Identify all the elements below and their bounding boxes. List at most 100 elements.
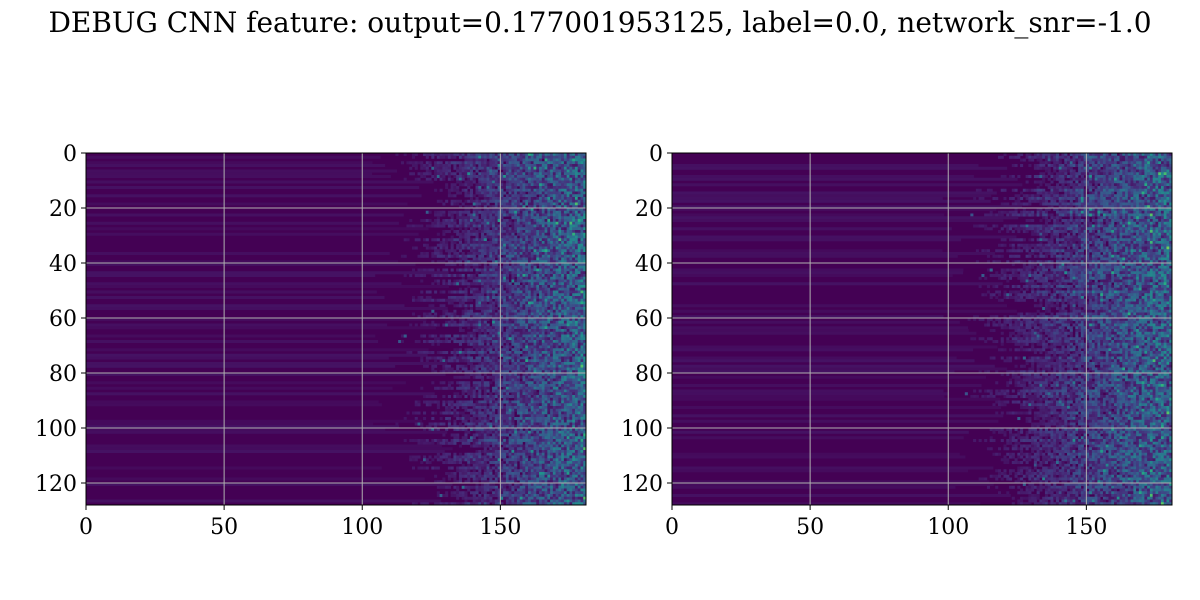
heatmap-cell (497, 271, 501, 275)
heatmap-cell (503, 235, 507, 239)
heatmap-cell (436, 351, 440, 355)
heatmap-cell (533, 183, 537, 187)
heatmap-cell (500, 249, 504, 253)
heatmap-cell (475, 425, 479, 429)
heatmap-cell (519, 397, 523, 401)
heatmap-cell (530, 246, 534, 250)
heatmap-cell (494, 381, 498, 385)
heatmap-cell (530, 408, 534, 412)
heatmap-cell (519, 268, 523, 272)
heatmap-cell (423, 274, 427, 278)
heatmap-cell (583, 230, 586, 234)
heatmap-cell (511, 205, 515, 209)
heatmap-cell (552, 331, 556, 335)
heatmap-cell (527, 397, 532, 401)
heatmap-cell (525, 252, 529, 256)
heatmap-cell (574, 177, 579, 181)
heatmap-cell (475, 279, 479, 283)
heatmap-cell (478, 263, 482, 267)
heatmap-cell (555, 221, 559, 225)
heatmap-cell (533, 216, 537, 220)
heatmap-cell (583, 422, 586, 426)
heatmap-cell (481, 304, 485, 308)
heatmap-cell (544, 406, 548, 410)
heatmap-cell (539, 235, 543, 239)
heatmap-cell (445, 367, 449, 371)
heatmap-cell (530, 378, 534, 382)
heatmap-cell (547, 340, 551, 344)
heatmap-cell (514, 408, 518, 412)
heatmap-cell (472, 252, 476, 256)
heatmap-cell (519, 301, 523, 305)
heatmap-cell (516, 345, 521, 349)
heatmap-cell (481, 298, 485, 302)
heatmap-cell (497, 384, 501, 388)
heatmap-cell (533, 392, 537, 396)
heatmap-cell (497, 238, 501, 242)
heatmap-cell (577, 381, 581, 385)
heatmap-cell (547, 271, 551, 275)
heatmap-cell (533, 378, 537, 382)
heatmap-cell (86, 428, 386, 432)
heatmap-cell (428, 172, 432, 176)
heatmap-cell (489, 406, 493, 410)
heatmap-cell (445, 386, 449, 390)
heatmap-cell (505, 301, 509, 305)
heatmap-cell (574, 164, 579, 168)
heatmap-cell (514, 307, 518, 311)
heatmap-cell (522, 232, 526, 236)
heatmap-cell (511, 296, 515, 300)
heatmap-cell (86, 381, 406, 385)
heatmap-cell (563, 422, 567, 426)
heatmap-cell (566, 249, 570, 253)
heatmap-cell (536, 326, 540, 330)
heatmap-cell (516, 276, 521, 280)
heatmap-cell (525, 381, 529, 385)
heatmap-cell (489, 188, 493, 192)
heatmap-cell (505, 422, 509, 426)
heatmap-cell (431, 175, 435, 179)
heatmap-cell (442, 290, 446, 294)
heatmap-cell (409, 161, 413, 165)
heatmap-cell (503, 309, 507, 313)
heatmap-cell (574, 340, 579, 344)
heatmap-cell (497, 351, 501, 355)
heatmap-cell (475, 263, 479, 267)
heatmap-cell (550, 384, 554, 388)
heatmap-cell (550, 364, 554, 368)
heatmap-cell (525, 414, 529, 418)
heatmap-cell (519, 194, 523, 198)
heatmap-cell (428, 169, 432, 173)
heatmap-cell (475, 161, 479, 165)
heatmap-cell (522, 172, 526, 176)
heatmap-cell (558, 246, 562, 250)
heatmap-cell (563, 304, 567, 308)
heatmap-cell (447, 381, 451, 385)
heatmap-cell (533, 419, 537, 423)
heatmap-cell (552, 224, 556, 228)
heatmap-cell (486, 384, 490, 388)
heatmap-cell (519, 208, 523, 212)
heatmap-cell (458, 221, 462, 225)
heatmap-cell (511, 285, 515, 289)
heatmap-cell (464, 221, 468, 225)
heatmap-cell (478, 293, 482, 297)
heatmap-cell (561, 342, 565, 346)
heatmap-cell (500, 232, 504, 236)
heatmap-cell (497, 389, 501, 393)
heatmap-cell (539, 348, 543, 352)
heatmap-cell (472, 375, 476, 379)
heatmap-cell (547, 230, 551, 234)
heatmap-cell (539, 320, 543, 324)
heatmap-cell (500, 315, 504, 319)
heatmap-cell (500, 246, 504, 250)
heatmap-cell (428, 246, 432, 250)
heatmap-cell (456, 304, 460, 308)
heatmap-cell (475, 419, 479, 423)
heatmap-cell (456, 161, 460, 165)
heatmap-cell (550, 309, 554, 313)
heatmap-cell (486, 323, 490, 327)
heatmap-cell (472, 395, 476, 399)
heatmap-cell (561, 249, 565, 253)
heatmap-cell (514, 293, 518, 297)
